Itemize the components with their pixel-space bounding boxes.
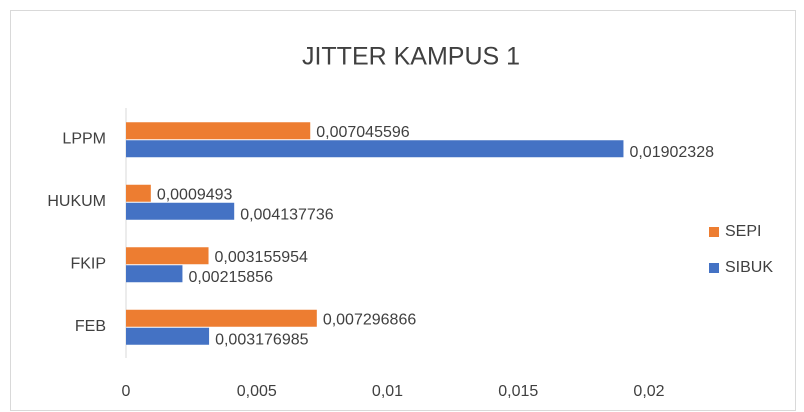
bar	[126, 309, 317, 327]
data-label: 0,01902328	[629, 144, 714, 161]
bar	[126, 184, 151, 202]
bar	[126, 265, 183, 283]
y-tick-label: LPPM	[62, 130, 106, 147]
data-label: 0,007296866	[323, 311, 417, 328]
data-label: 0,007045596	[316, 124, 410, 141]
x-tick-label: 0,02	[633, 383, 664, 400]
chart-title: JITTER KAMPUS 1	[302, 43, 520, 71]
data-label: 0,00215856	[188, 269, 273, 286]
x-tick-label: 0,01	[372, 383, 403, 400]
legend-label: SIBUK	[725, 259, 773, 276]
bar	[126, 247, 209, 265]
x-tick-label: 0,005	[237, 383, 277, 400]
bar	[126, 140, 624, 158]
legend-label: SEPI	[725, 223, 761, 240]
y-tick-label: FEB	[75, 318, 106, 335]
data-label: 0,003155954	[215, 249, 309, 266]
legend-swatch	[709, 227, 719, 237]
data-label: 0,004137736	[240, 206, 334, 223]
bar	[126, 122, 311, 140]
data-label: 0,0009493	[157, 186, 233, 203]
y-tick-label: FKIP	[70, 255, 106, 272]
x-tick-label: 0	[122, 383, 131, 400]
bar	[126, 327, 210, 345]
x-tick-label: 0,015	[498, 383, 538, 400]
data-label: 0,003176985	[215, 331, 309, 348]
y-tick-label: HUKUM	[47, 193, 106, 210]
bar	[126, 202, 235, 220]
legend-swatch	[709, 263, 719, 273]
